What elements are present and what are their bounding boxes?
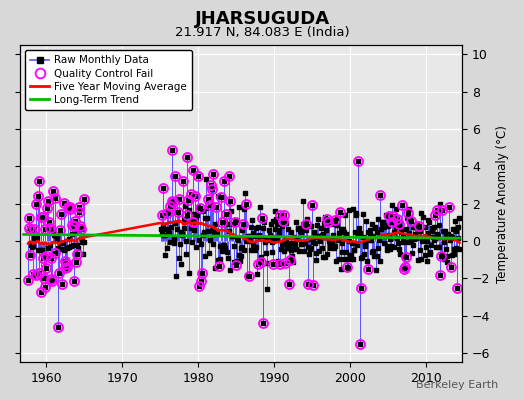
Text: 21.917 N, 84.083 E (India): 21.917 N, 84.083 E (India) bbox=[174, 26, 350, 39]
Legend: Raw Monthly Data, Quality Control Fail, Five Year Moving Average, Long-Term Tren: Raw Monthly Data, Quality Control Fail, … bbox=[25, 50, 192, 110]
Text: Berkeley Earth: Berkeley Earth bbox=[416, 380, 498, 390]
Text: JHARSUGUDA: JHARSUGUDA bbox=[194, 10, 330, 28]
Y-axis label: Temperature Anomaly (°C): Temperature Anomaly (°C) bbox=[496, 125, 509, 282]
